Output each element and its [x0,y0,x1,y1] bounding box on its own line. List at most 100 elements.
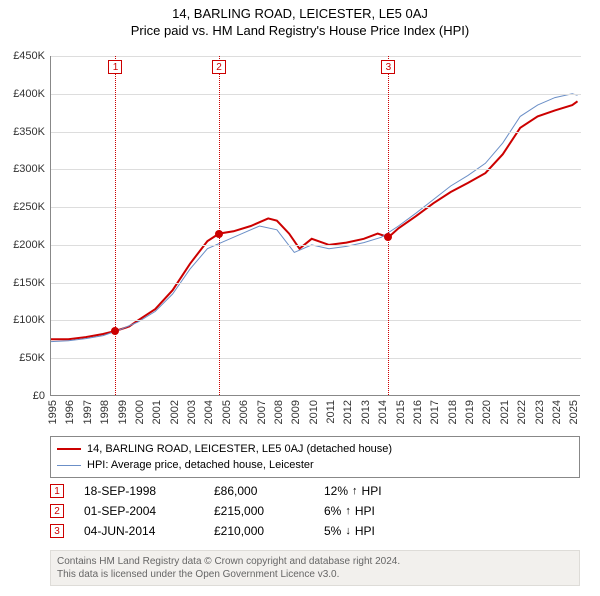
legend-swatch [57,465,81,466]
chart-lines [51,56,581,396]
footer-attribution: Contains HM Land Registry data © Crown c… [50,550,580,586]
sale-diff-label: HPI [355,504,375,518]
y-tick-label: £100K [0,314,45,326]
sale-marker-badge: 1 [108,60,122,74]
x-tick-label: 2014 [377,400,378,424]
sale-marker-badge: 3 [381,60,395,74]
x-tick-label: 2000 [134,400,135,424]
y-tick-label: £0 [0,390,45,402]
sale-diff-pct: 12% [324,484,348,498]
x-tick-label: 2022 [516,400,517,424]
x-tick-label: 2015 [395,400,396,424]
y-tick-label: £400K [0,88,45,100]
gridline-h [51,94,581,95]
gridline-h [51,169,581,170]
sale-marker-line [219,56,220,395]
x-tick-label: 2004 [203,400,204,424]
legend-label: HPI: Average price, detached house, Leic… [87,459,314,471]
x-tick-label: 1997 [82,400,83,424]
x-tick-label: 2011 [325,400,326,424]
x-tick-label: 2016 [412,400,413,424]
x-tick-label: 2019 [464,400,465,424]
sale-price: £210,000 [214,524,324,538]
sale-marker-dot [111,327,119,335]
legend-item: HPI: Average price, detached house, Leic… [57,457,573,473]
sale-price: £86,000 [214,484,324,498]
sales-table: 1 18-SEP-1998£86,00012% ↑ HPI 2 01-SEP-2004£2… [50,481,580,541]
x-tick-label: 2017 [429,400,430,424]
series-price-paid [51,101,578,339]
sale-diff: 5% ↓ HPI [324,524,375,538]
x-tick-label: 2012 [342,400,343,424]
sale-diff: 6% ↑ HPI [324,504,375,518]
gridline-h [51,283,581,284]
x-tick-label: 2002 [169,400,170,424]
sale-diff-label: HPI [355,524,375,538]
sale-price: £215,000 [214,504,324,518]
sale-row: 2 01-SEP-2004£215,0006% ↑ HPI [50,501,580,521]
sale-row: 3 04-JUN-2014£210,0005% ↓ HPI [50,521,580,541]
x-tick-label: 2023 [534,400,535,424]
x-tick-label: 1995 [47,400,48,424]
x-tick-label: 2013 [360,400,361,424]
y-tick-label: £350K [0,126,45,138]
x-tick-label: 2007 [256,400,257,424]
y-tick-label: £300K [0,163,45,175]
legend-label: 14, BARLING ROAD, LEICESTER, LE5 0AJ (de… [87,443,392,455]
footer-line1: Contains HM Land Registry data © Crown c… [57,555,573,568]
x-tick-label: 2024 [551,400,552,424]
sale-num-badge: 2 [50,504,64,518]
x-tick-label: 1999 [117,400,118,424]
x-tick-label: 2009 [290,400,291,424]
sale-diff-label: HPI [362,484,382,498]
x-tick-label: 2025 [568,400,569,424]
footer-line2: This data is licensed under the Open Gov… [57,568,573,581]
sale-marker-line [388,56,389,395]
y-tick-label: £250K [0,201,45,213]
x-tick-label: 2006 [238,400,239,424]
sale-marker-dot [215,230,223,238]
sale-diff-pct: 6% [324,504,341,518]
x-tick-label: 2008 [273,400,274,424]
arrow-up-icon: ↑ [345,505,351,517]
y-tick-label: £200K [0,239,45,251]
x-tick-label: 1998 [99,400,100,424]
x-tick-label: 2018 [447,400,448,424]
y-tick-label: £50K [0,352,45,364]
sale-date: 01-SEP-2004 [84,504,214,518]
x-tick-label: 2020 [481,400,482,424]
sale-marker-line [115,56,116,395]
sale-date: 04-JUN-2014 [84,524,214,538]
gridline-h [51,358,581,359]
y-tick-label: £150K [0,277,45,289]
arrow-down-icon: ↓ [345,525,351,537]
chart-area: £0£50K£100K£150K£200K£250K£300K£350K£400… [50,56,580,396]
legend-swatch [57,448,81,450]
y-tick-label: £450K [0,50,45,62]
plot: £0£50K£100K£150K£200K£250K£300K£350K£400… [50,56,580,396]
gridline-h [51,132,581,133]
gridline-h [51,207,581,208]
sale-num-badge: 3 [50,524,64,538]
chart-title: 14, BARLING ROAD, LEICESTER, LE5 0AJ [0,6,600,21]
x-tick-label: 2010 [308,400,309,424]
arrow-up-icon: ↑ [352,485,358,497]
sale-marker-badge: 2 [212,60,226,74]
sale-num-badge: 1 [50,484,64,498]
legend-item: 14, BARLING ROAD, LEICESTER, LE5 0AJ (de… [57,441,573,457]
legend: 14, BARLING ROAD, LEICESTER, LE5 0AJ (de… [50,436,580,478]
sale-row: 1 18-SEP-1998£86,00012% ↑ HPI [50,481,580,501]
gridline-h [51,245,581,246]
x-tick-label: 2005 [221,400,222,424]
x-tick-label: 2001 [151,400,152,424]
chart-subtitle: Price paid vs. HM Land Registry's House … [0,23,600,38]
sale-date: 18-SEP-1998 [84,484,214,498]
gridline-h [51,320,581,321]
x-tick-label: 2003 [186,400,187,424]
x-tick-label: 2021 [499,400,500,424]
x-tick-label: 1996 [64,400,65,424]
sale-diff-pct: 5% [324,524,341,538]
sale-diff: 12% ↑ HPI [324,484,382,498]
sale-marker-dot [384,233,392,241]
gridline-h [51,56,581,57]
